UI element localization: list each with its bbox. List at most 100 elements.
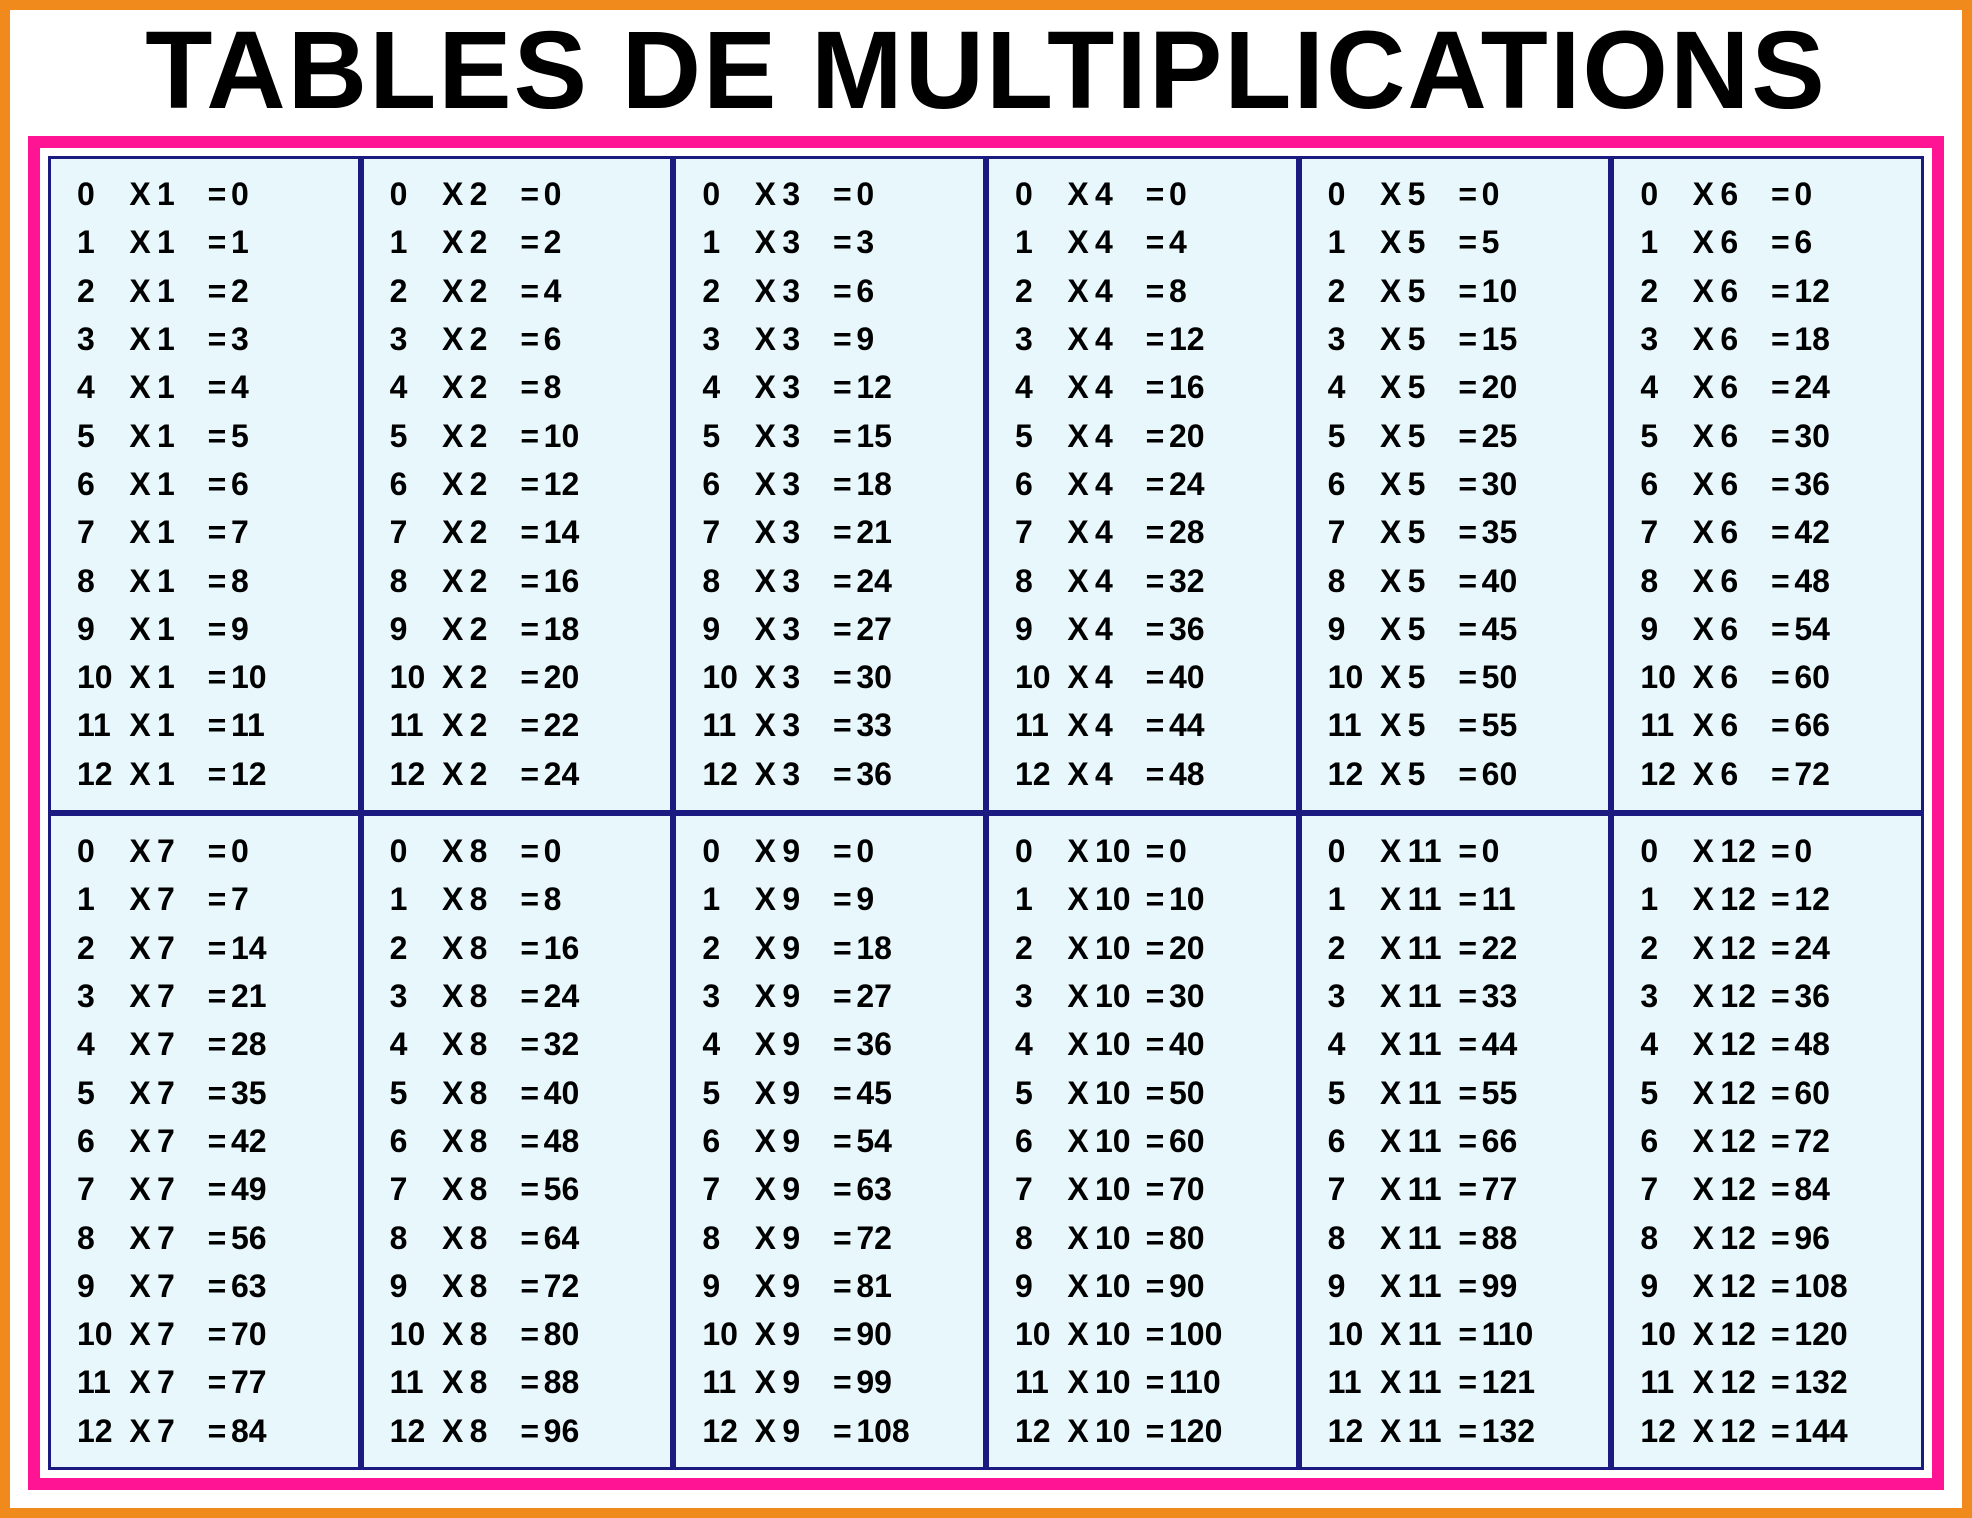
multiplier: 4 bbox=[1095, 656, 1141, 699]
equals-symbol: = bbox=[828, 704, 856, 747]
multiplier: 6 bbox=[1720, 560, 1766, 603]
multiply-symbol: X bbox=[1686, 830, 1720, 873]
multiplier: 7 bbox=[157, 1410, 203, 1453]
multiplier: 1 bbox=[157, 608, 203, 651]
multiply-symbol: X bbox=[436, 753, 470, 796]
product: 40 bbox=[544, 1072, 608, 1115]
multiplier: 9 bbox=[782, 1072, 828, 1115]
multiply-symbol: X bbox=[436, 704, 470, 747]
multiplier: 4 bbox=[1095, 560, 1141, 603]
product: 30 bbox=[1794, 415, 1858, 458]
product: 35 bbox=[1482, 511, 1546, 554]
equals-symbol: = bbox=[1766, 221, 1794, 264]
multiplicand: 3 bbox=[1640, 318, 1686, 361]
product: 63 bbox=[231, 1265, 295, 1308]
multiplier: 7 bbox=[157, 1168, 203, 1211]
product: 24 bbox=[1169, 463, 1233, 506]
multiplier: 11 bbox=[1408, 878, 1454, 921]
product: 14 bbox=[231, 927, 295, 970]
multiplier: 1 bbox=[157, 221, 203, 264]
table-row: 10X3=30 bbox=[702, 656, 983, 699]
equals-symbol: = bbox=[203, 656, 231, 699]
table-row: 12X5=60 bbox=[1328, 753, 1609, 796]
multiplicand: 3 bbox=[702, 318, 748, 361]
multiplier: 8 bbox=[470, 1072, 516, 1115]
product: 110 bbox=[1169, 1361, 1233, 1404]
product: 27 bbox=[856, 608, 920, 651]
table-row: 10X5=50 bbox=[1328, 656, 1609, 699]
multiply-symbol: X bbox=[1061, 878, 1095, 921]
equals-symbol: = bbox=[516, 221, 544, 264]
multiply-symbol: X bbox=[1061, 511, 1095, 554]
multiplicand: 4 bbox=[390, 1023, 436, 1066]
multiplicand: 10 bbox=[702, 656, 748, 699]
multiply-symbol: X bbox=[123, 366, 157, 409]
multiplicand: 2 bbox=[1015, 270, 1061, 313]
table-row: 9X9=81 bbox=[702, 1265, 983, 1308]
multiplier: 10 bbox=[1095, 1265, 1141, 1308]
table-row: 2X6=12 bbox=[1640, 270, 1921, 313]
equals-symbol: = bbox=[1766, 1217, 1794, 1260]
multiplier: 5 bbox=[1408, 221, 1454, 264]
multiplier: 1 bbox=[157, 511, 203, 554]
multiplicand: 5 bbox=[77, 415, 123, 458]
multiplier: 5 bbox=[1408, 366, 1454, 409]
multiplier: 11 bbox=[1408, 1410, 1454, 1453]
product: 48 bbox=[544, 1120, 608, 1163]
multiplier: 5 bbox=[1408, 463, 1454, 506]
product: 1 bbox=[231, 221, 295, 264]
multiply-symbol: X bbox=[123, 173, 157, 216]
product: 49 bbox=[231, 1168, 295, 1211]
equals-symbol: = bbox=[516, 1265, 544, 1308]
table-row: 5X12=60 bbox=[1640, 1072, 1921, 1115]
product: 11 bbox=[231, 704, 295, 747]
table-row: 8X12=96 bbox=[1640, 1217, 1921, 1260]
table-cell-8: 0X8=01X8=82X8=163X8=244X8=325X8=406X8=48… bbox=[361, 813, 674, 1470]
table-row: 1X9=9 bbox=[702, 878, 983, 921]
equals-symbol: = bbox=[516, 1168, 544, 1211]
product: 25 bbox=[1482, 415, 1546, 458]
multiplier: 8 bbox=[470, 1023, 516, 1066]
multiplicand: 0 bbox=[1640, 830, 1686, 873]
multiply-symbol: X bbox=[748, 1168, 782, 1211]
multiply-symbol: X bbox=[436, 1168, 470, 1211]
table-row: 4X11=44 bbox=[1328, 1023, 1609, 1066]
product: 66 bbox=[1482, 1120, 1546, 1163]
equals-symbol: = bbox=[203, 1217, 231, 1260]
multiplicand: 4 bbox=[77, 1023, 123, 1066]
multiply-symbol: X bbox=[1374, 975, 1408, 1018]
equals-symbol: = bbox=[1141, 878, 1169, 921]
multiplier: 8 bbox=[470, 1410, 516, 1453]
multiplier: 9 bbox=[782, 1023, 828, 1066]
product: 8 bbox=[231, 560, 295, 603]
multiplier: 1 bbox=[157, 415, 203, 458]
equals-symbol: = bbox=[828, 608, 856, 651]
table-cell-5: 0X5=01X5=52X5=103X5=154X5=205X5=256X5=30… bbox=[1299, 156, 1612, 813]
equals-symbol: = bbox=[1454, 1410, 1482, 1453]
multiplicand: 7 bbox=[1640, 1168, 1686, 1211]
multiplier: 12 bbox=[1720, 1265, 1766, 1308]
table-row: 8X2=16 bbox=[390, 560, 671, 603]
table-row: 0X6=0 bbox=[1640, 173, 1921, 216]
multiply-symbol: X bbox=[1686, 1023, 1720, 1066]
product: 54 bbox=[1794, 608, 1858, 651]
equals-symbol: = bbox=[828, 1168, 856, 1211]
multiply-symbol: X bbox=[1686, 1168, 1720, 1211]
multiplier: 5 bbox=[1408, 318, 1454, 361]
multiplier: 6 bbox=[1720, 173, 1766, 216]
multiplicand: 7 bbox=[390, 1168, 436, 1211]
table-row: 11X12=132 bbox=[1640, 1361, 1921, 1404]
product: 18 bbox=[544, 608, 608, 651]
multiplicand: 10 bbox=[77, 1313, 123, 1356]
product: 132 bbox=[1482, 1410, 1546, 1453]
multiplicand: 4 bbox=[702, 1023, 748, 1066]
table-row: 6X6=36 bbox=[1640, 463, 1921, 506]
equals-symbol: = bbox=[1141, 1168, 1169, 1211]
multiplier: 5 bbox=[1408, 511, 1454, 554]
multiplicand: 9 bbox=[1640, 608, 1686, 651]
multiplier: 3 bbox=[782, 415, 828, 458]
equals-symbol: = bbox=[1141, 270, 1169, 313]
table-row: 2X5=10 bbox=[1328, 270, 1609, 313]
table-row: 6X1=6 bbox=[77, 463, 358, 506]
equals-symbol: = bbox=[1454, 173, 1482, 216]
